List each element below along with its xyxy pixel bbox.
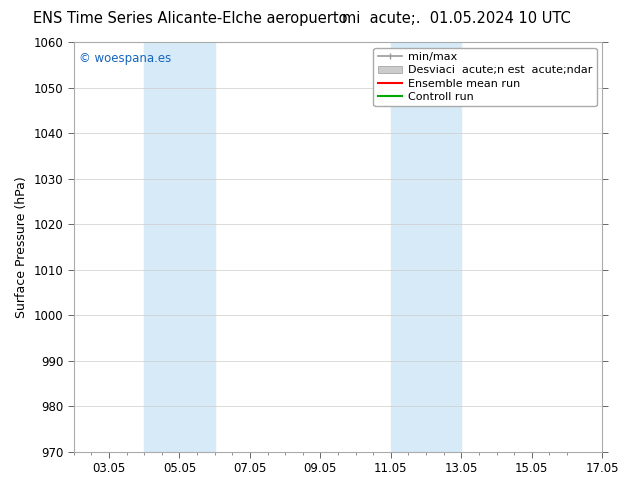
- Text: ENS Time Series Alicante-Elche aeropuerto: ENS Time Series Alicante-Elche aeropuert…: [33, 11, 347, 26]
- Y-axis label: Surface Pressure (hPa): Surface Pressure (hPa): [15, 176, 28, 318]
- Text: © woespana.es: © woespana.es: [79, 52, 171, 65]
- Bar: [144, 42, 215, 452]
- Legend: min/max, Desviaci  acute;n est  acute;ndar, Ensemble mean run, Controll run: min/max, Desviaci acute;n est acute;ndar…: [373, 48, 597, 106]
- Bar: [391, 42, 462, 452]
- Text: mi  acute;.  01.05.2024 10 UTC: mi acute;. 01.05.2024 10 UTC: [342, 11, 571, 26]
